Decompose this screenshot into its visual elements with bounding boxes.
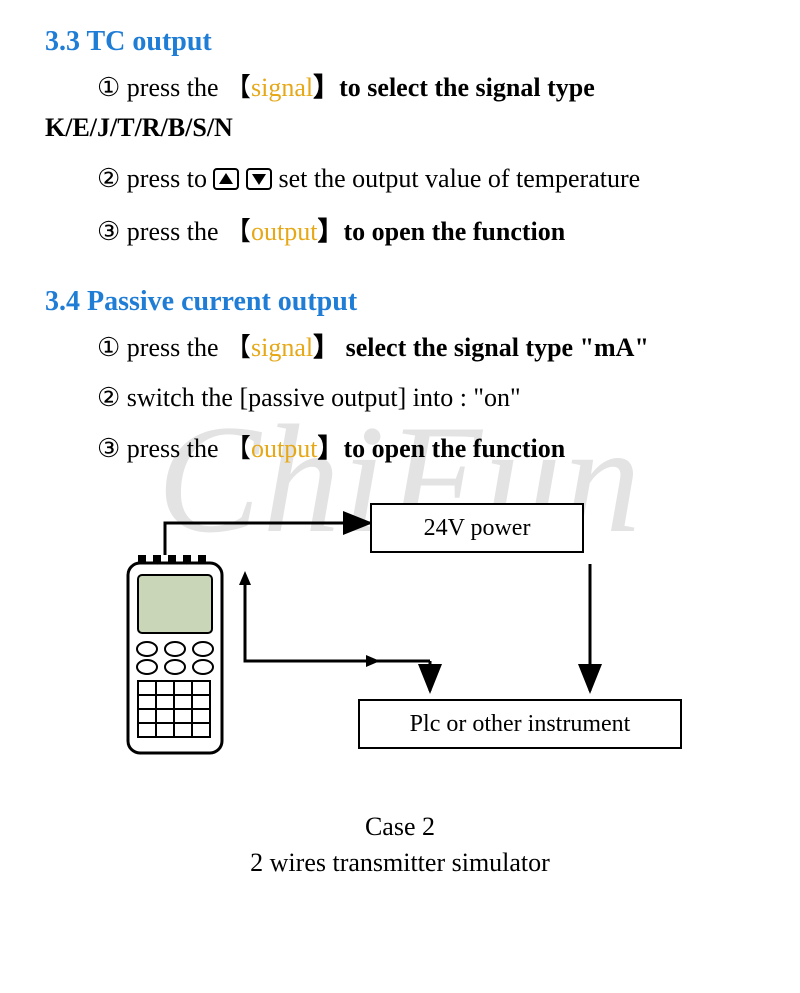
heading-34: 3.4 Passive current output bbox=[45, 286, 755, 318]
box-24v-power: 24V power bbox=[370, 503, 584, 553]
s34-line2: ② switch the [passive output] into : "on… bbox=[45, 378, 755, 418]
heading-33: 3.3 TC output bbox=[45, 26, 755, 58]
s33-line1: ① press the 【signal】to select the signal… bbox=[45, 68, 755, 149]
s34-line1: ① press the 【signal】 select the signal t… bbox=[45, 328, 755, 368]
diagram-caption: Case 2 2 wires transmitter simulator bbox=[45, 809, 755, 882]
down-arrow-icon bbox=[246, 162, 272, 202]
s33-line2: ② press to set the output value of tempe… bbox=[45, 159, 755, 202]
up-arrow-icon bbox=[213, 162, 239, 202]
wiring-diagram: 24V power Plc or other instrument bbox=[50, 501, 750, 801]
handheld-device-icon bbox=[128, 555, 222, 753]
s34-line3: ③ press the 【output】to open the function bbox=[45, 429, 755, 469]
s33-line3: ③ press the 【output】to open the function bbox=[45, 212, 755, 252]
box-plc: Plc or other instrument bbox=[358, 699, 682, 749]
